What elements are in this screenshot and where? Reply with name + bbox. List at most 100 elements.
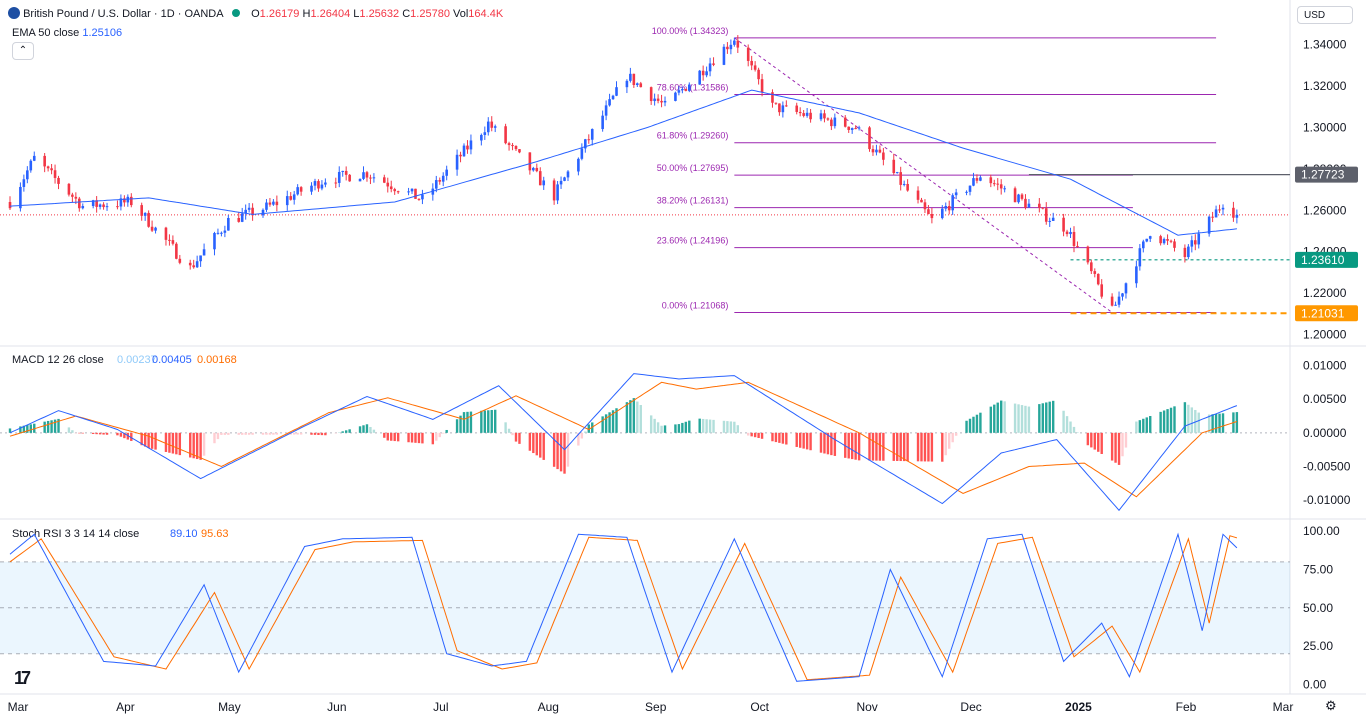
candle-body	[902, 183, 906, 185]
ema-legend[interactable]: EMA 50 close 1.25106	[12, 27, 122, 39]
candle-body	[116, 206, 119, 208]
candle-body	[954, 192, 958, 196]
macd-histogram-bar	[1062, 410, 1065, 433]
price-axis-tick: 1.34000	[1303, 38, 1347, 52]
candle-body	[220, 232, 223, 234]
symbol-title[interactable]: British Pound / U.S. Dollar · 1D · OANDA	[23, 8, 223, 20]
price-badge-low-label: 1.21031	[1301, 306, 1345, 320]
macd-histogram-bar	[757, 432, 760, 438]
candle-body	[532, 167, 535, 171]
candle-body	[78, 198, 81, 209]
macd-histogram-bar	[712, 419, 715, 433]
candle-body	[996, 183, 1000, 185]
candle-body	[632, 73, 636, 85]
gear-icon[interactable]: ⚙	[1325, 698, 1337, 713]
macd-histogram-bar	[615, 408, 618, 433]
candle-body	[421, 194, 424, 200]
currency-selector[interactable]: USD	[1297, 6, 1353, 24]
macd-histogram-bar	[8, 428, 12, 433]
macd-histogram-bar	[178, 432, 182, 456]
macd-histogram-bar	[299, 432, 303, 435]
macd-histogram-bar	[868, 432, 871, 461]
candle-body	[1166, 239, 1169, 241]
candle-body	[292, 194, 296, 200]
macd-histogram-bar	[802, 432, 805, 449]
fib-level-label: 50.00% (1.27695)	[657, 163, 729, 173]
macd-histogram-bar	[216, 432, 220, 440]
macd-histogram-bar	[189, 432, 192, 458]
candle-body	[653, 98, 656, 102]
time-axis-label: Nov	[856, 700, 877, 714]
candle-body	[272, 201, 275, 205]
candle-body	[892, 159, 896, 174]
macd-histogram-bar	[369, 426, 372, 433]
macd-histogram-bar	[705, 419, 708, 433]
macd-histogram-bar	[1221, 413, 1225, 433]
macd-histogram-bar	[830, 432, 833, 456]
candle-body	[8, 202, 12, 209]
candle-body	[459, 154, 462, 157]
candle-body	[216, 232, 220, 234]
macd-histogram-bar	[1159, 411, 1162, 433]
macd-histogram-bar	[566, 432, 570, 467]
time-axis-label: 2025	[1065, 700, 1092, 714]
candle-body	[1041, 207, 1045, 209]
macd-histogram-bar	[1013, 403, 1017, 433]
candle-body	[781, 105, 785, 113]
candle-body	[511, 145, 514, 147]
macd-histogram-bar	[532, 432, 535, 454]
candle-body	[396, 191, 400, 193]
candle-body	[223, 230, 227, 233]
macd-histogram-bar	[850, 432, 854, 460]
price-badge-resistance-label: 1.27723	[1301, 168, 1345, 182]
macd-histogram-bar	[1194, 409, 1197, 433]
macd-histogram-bar	[292, 432, 296, 435]
macd-histogram-bar	[237, 432, 240, 435]
eye-icon[interactable]	[232, 9, 241, 17]
macd-histogram-bar	[71, 430, 74, 433]
macd-histogram-bar	[798, 432, 802, 448]
macd-histogram-bar	[736, 425, 740, 433]
macd-histogram-bar	[1145, 417, 1148, 433]
macd-histogram-bar	[556, 432, 559, 470]
macd-histogram-bar	[979, 412, 982, 433]
macd-histogram-bar	[708, 419, 712, 433]
stoch-axis-tick: 0.00	[1303, 677, 1327, 691]
fib-level-label: 23.60% (1.24196)	[657, 236, 729, 246]
gbp-flag-icon	[8, 7, 20, 19]
macd-histogram-bar	[580, 432, 584, 439]
candle-body	[1013, 188, 1017, 203]
candle-body	[140, 205, 143, 216]
candle-body	[358, 178, 362, 182]
high-value: 1.26404	[310, 8, 351, 20]
candle-body	[559, 180, 563, 185]
macd-histogram-bar	[310, 432, 313, 435]
macd-histogram-bar	[601, 416, 604, 433]
macd-histogram-bar	[1183, 402, 1187, 433]
macd-histogram-bar	[289, 432, 292, 435]
candle-body	[22, 179, 26, 187]
collapse-legend-button[interactable]: ⌃	[12, 42, 34, 60]
candle-body	[611, 95, 615, 100]
candle-body	[372, 177, 376, 179]
candle-body	[1090, 262, 1093, 272]
candle-body	[102, 204, 105, 208]
macd-histogram-bar	[847, 432, 850, 459]
macd-histogram-bar	[899, 432, 902, 462]
macd-histogram-bar	[660, 425, 663, 433]
macd-histogram-bar	[760, 432, 764, 439]
candle-body	[43, 155, 46, 167]
candle-body	[334, 182, 338, 184]
macd-histogram-bar	[247, 432, 251, 435]
macd-histogram-bar	[29, 424, 32, 433]
ema-value: 1.25106	[82, 27, 123, 39]
candle-body	[674, 92, 677, 101]
candle-body	[785, 105, 788, 107]
candle-body	[916, 190, 920, 200]
candle-body	[91, 200, 95, 207]
macd-histogram-bar	[753, 432, 757, 438]
macd-histogram-bar	[1093, 432, 1096, 450]
macd-histogram-bar	[1045, 402, 1048, 433]
legend-row: British Pound / U.S. Dollar · 1D · OANDA…	[8, 7, 503, 20]
